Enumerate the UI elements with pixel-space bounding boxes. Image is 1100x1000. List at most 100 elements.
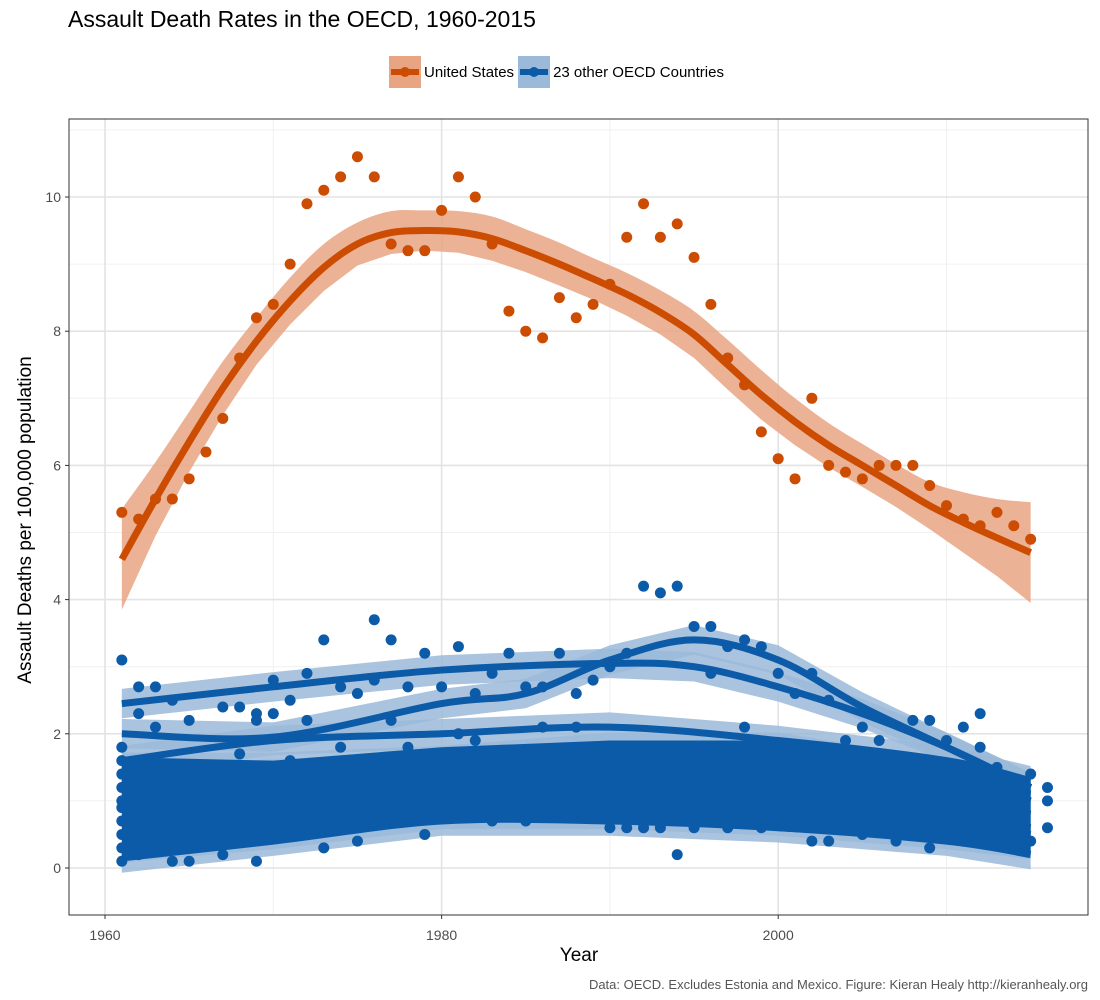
us-point	[469, 191, 481, 203]
other-oecd-point	[705, 620, 717, 632]
other-oecd-point	[957, 721, 969, 733]
us-point	[924, 480, 936, 492]
other-oecd-point	[452, 641, 464, 653]
other-oecd-point	[755, 822, 767, 834]
other-oecd-point	[267, 708, 279, 720]
us-point	[335, 171, 347, 183]
us-point	[200, 446, 212, 458]
other-oecd-point	[351, 688, 363, 700]
us-point	[402, 245, 414, 257]
other-oecd-point	[116, 842, 128, 854]
other-oecd-point	[553, 808, 565, 820]
other-oecd-point	[301, 714, 313, 726]
us-point	[638, 198, 650, 210]
us-point	[755, 426, 767, 438]
other-oecd-point	[133, 761, 145, 773]
other-oecd-point	[284, 694, 296, 706]
other-oecd-point	[402, 741, 414, 753]
legend-label-other-oecd: 23 other OECD Countries	[553, 63, 724, 81]
other-oecd-point	[116, 815, 128, 827]
legend: United States 23 other OECD Countries	[389, 56, 728, 88]
other-oecd-point	[654, 822, 666, 834]
other-oecd-point	[755, 641, 767, 653]
us-point	[452, 171, 464, 183]
us-point	[250, 312, 262, 324]
other-oecd-point	[688, 620, 700, 632]
other-oecd-point	[739, 721, 751, 733]
other-oecd-point	[520, 681, 532, 693]
us-point	[368, 171, 380, 183]
other-oecd-point	[166, 694, 178, 706]
other-oecd-point	[924, 842, 936, 854]
other-oecd-point	[772, 741, 784, 753]
us-point	[1008, 520, 1020, 532]
us-point	[301, 198, 313, 210]
other-oecd-point	[250, 855, 262, 867]
other-oecd-point	[621, 647, 633, 659]
other-oecd-smooth-line	[121, 815, 1032, 862]
other-oecd-point	[789, 688, 801, 700]
other-oecd-point	[991, 761, 1003, 773]
us-point	[974, 520, 986, 532]
us-point	[436, 204, 448, 216]
other-oecd-point	[116, 741, 128, 753]
other-oecd-point	[823, 694, 835, 706]
legend-key-united-states	[389, 56, 421, 88]
other-oecd-point	[974, 741, 986, 753]
other-oecd-point	[671, 580, 683, 592]
other-oecd-point	[116, 654, 128, 666]
other-oecd-point	[149, 835, 161, 847]
other-oecd-point	[856, 721, 868, 733]
other-oecd-point	[739, 634, 751, 646]
us-point	[806, 392, 818, 404]
other-oecd-point	[1025, 768, 1037, 780]
other-oecd-point	[301, 667, 313, 679]
plot-marks	[116, 151, 1053, 873]
chart-title: Assault Death Rates in the OECD, 1960-20…	[68, 6, 536, 32]
us-point	[604, 278, 616, 290]
us-point	[840, 466, 852, 478]
us-point	[351, 151, 363, 163]
us-point	[267, 298, 279, 310]
other-oecd-point	[234, 701, 246, 713]
legend-key-other-oecd	[518, 56, 551, 88]
other-oecd-point	[1008, 775, 1020, 787]
other-oecd-point	[368, 614, 380, 626]
other-oecd-point	[385, 634, 397, 646]
other-oecd-point	[537, 721, 549, 733]
other-oecd-point	[654, 587, 666, 599]
other-oecd-point	[907, 714, 919, 726]
other-oecd-point	[890, 835, 902, 847]
us-point	[486, 238, 498, 250]
y-axis-label: Assault Deaths per 100,000 population	[15, 356, 36, 684]
other-oecd-point	[806, 835, 818, 847]
other-oecd-point	[1008, 842, 1020, 854]
other-oecd-point	[873, 735, 885, 747]
other-oecd-point	[402, 681, 414, 693]
other-oecd-point	[469, 688, 481, 700]
other-oecd-point	[234, 748, 246, 760]
other-oecd-point	[705, 667, 717, 679]
us-point	[789, 473, 801, 485]
us-smooth-line	[118, 227, 1033, 562]
other-oecd-point	[469, 735, 481, 747]
other-oecd-point	[116, 802, 128, 814]
x-tick-label: 1980	[426, 927, 457, 943]
y-tick-label: 10	[45, 189, 61, 205]
other-oecd-point	[149, 721, 161, 733]
other-oecd-point	[133, 681, 145, 693]
other-oecd-point	[385, 714, 397, 726]
other-oecd-point	[486, 815, 498, 827]
other-oecd-point	[722, 641, 734, 653]
other-oecd-point	[183, 855, 195, 867]
other-oecd-point	[116, 768, 128, 780]
other-oecd-point	[116, 781, 128, 793]
other-oecd-point	[351, 835, 363, 847]
caption: Data: OECD. Excludes Estonia and Mexico.…	[588, 977, 1088, 992]
other-oecd-point	[116, 828, 128, 840]
y-tick-label: 4	[53, 592, 61, 608]
other-oecd-point	[1041, 781, 1053, 793]
other-oecd-point	[856, 828, 868, 840]
other-oecd-point	[604, 822, 616, 834]
